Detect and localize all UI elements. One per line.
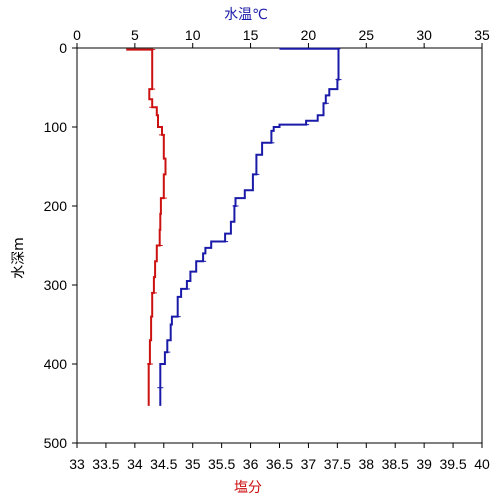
- bottom-tick-label: 34.5: [150, 456, 177, 472]
- top-tick-label: 10: [185, 27, 201, 43]
- bottom-axis: 33 33.5 34 34.5 35 35.5 36 36.5 37 37.5 38 38.5 39 39…: [69, 443, 490, 472]
- bottom-tick-label: 37.5: [324, 456, 351, 472]
- bottom-tick-label: 36.5: [266, 456, 293, 472]
- series-layer: [126, 47, 342, 406]
- left-axis-label: 水深m: [11, 237, 27, 279]
- left-axis: 0 100 200 300 400 500: [44, 40, 77, 451]
- bottom-tick-label: 38: [358, 456, 374, 472]
- top-tick-label: 25: [358, 27, 374, 43]
- bottom-tick-label: 37: [301, 456, 317, 472]
- left-tick-label: 0: [59, 40, 67, 56]
- bottom-tick-label: 38.5: [382, 456, 409, 472]
- top-axis: 0 5 10 15 20 25 30 35: [73, 27, 490, 48]
- left-tick-label: 100: [44, 119, 68, 135]
- bottom-tick-label: 40: [474, 456, 490, 472]
- bottom-axis-label: 塩分: [234, 480, 262, 496]
- bottom-tick-label: 39: [416, 456, 432, 472]
- bottom-tick-label: 34: [127, 456, 143, 472]
- bottom-tick-label: 35.5: [208, 456, 235, 472]
- top-tick-label: 5: [131, 27, 139, 43]
- top-axis-label: 水温℃: [224, 7, 268, 23]
- bottom-tick-label: 39.5: [439, 456, 466, 472]
- top-tick-label: 15: [243, 27, 259, 43]
- top-tick-label: 30: [416, 27, 432, 43]
- left-tick-label: 200: [44, 198, 68, 214]
- bottom-tick-label: 33: [69, 456, 85, 472]
- plot-frame: [76, 47, 483, 444]
- bottom-tick-label: 36: [243, 456, 259, 472]
- top-tick-label: 35: [474, 27, 490, 43]
- salinity-line: [126, 48, 167, 406]
- left-tick-label: 300: [44, 277, 68, 293]
- bottom-tick-label: 33.5: [92, 456, 119, 472]
- left-tick-label: 500: [44, 435, 68, 451]
- top-tick-label: 20: [301, 27, 317, 43]
- top-tick-label: 0: [73, 27, 81, 43]
- temperature-line: [159, 47, 340, 406]
- bottom-tick-label: 35: [185, 456, 201, 472]
- left-tick-label: 400: [44, 356, 68, 372]
